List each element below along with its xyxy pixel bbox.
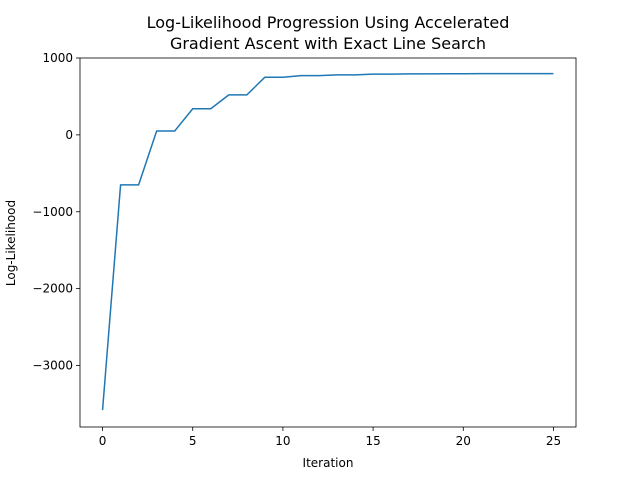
x-tick-label: 20 xyxy=(456,434,471,448)
series-line-0 xyxy=(101,72,554,411)
y-tick-label: −1000 xyxy=(32,205,73,219)
y-axis-ticks: 1000 0 −1000 −2000 −3000 xyxy=(32,51,80,373)
x-axis-label: Iteration xyxy=(303,456,354,470)
y-tick-label: 1000 xyxy=(42,51,73,65)
chart-title-line-2: Gradient Ascent with Exact Line Search xyxy=(170,34,486,53)
plot-frame xyxy=(79,57,577,428)
y-tick-label: −2000 xyxy=(32,282,73,296)
chart-title-line-1: Log-Likelihood Progression Using Acceler… xyxy=(147,13,510,32)
x-tick-label: 15 xyxy=(365,434,380,448)
x-tick-label: 10 xyxy=(275,434,290,448)
x-tick-label: 5 xyxy=(189,434,197,448)
y-tick-label: 0 xyxy=(65,128,73,142)
y-axis-label: Log-Likelihood xyxy=(4,200,18,286)
y-tick-label: −3000 xyxy=(32,359,73,373)
x-tick-label: 25 xyxy=(546,434,561,448)
x-axis-ticks: 0 5 10 15 20 25 xyxy=(99,427,561,448)
x-tick-label: 0 xyxy=(99,434,107,448)
plot-area xyxy=(101,72,554,411)
